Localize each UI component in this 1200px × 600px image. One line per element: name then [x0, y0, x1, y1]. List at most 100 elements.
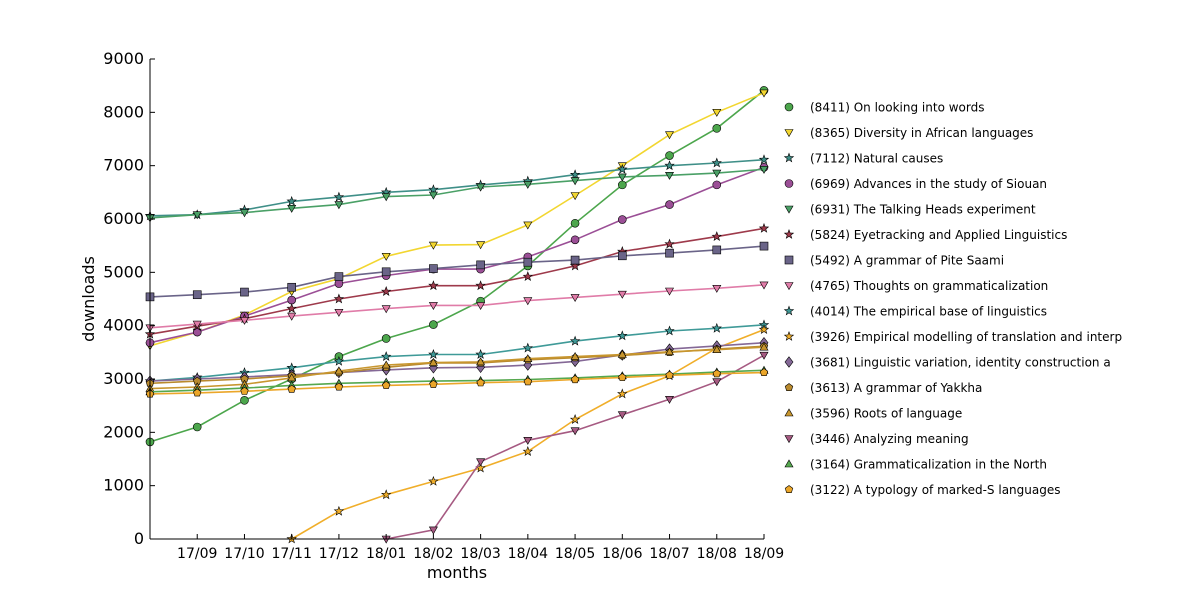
legend: (8411) On looking into words (8365) Diver… — [783, 101, 1122, 497]
data-point — [334, 272, 344, 281]
legend-label: (6931) The Talking Heads experiment — [810, 203, 1036, 217]
data-point — [287, 312, 297, 321]
data-point — [665, 370, 674, 379]
data-point — [333, 355, 345, 366]
data-point — [758, 222, 770, 233]
data-point — [522, 446, 534, 456]
data-point — [428, 357, 438, 366]
legend-label: (3122) A typology of marked-S languages — [810, 483, 1060, 497]
data-point — [523, 354, 533, 363]
axes: 0 1000 2000 3000 4000 5000 6000 7000 8000 9000 17/… — [103, 49, 784, 562]
data-point — [570, 255, 580, 265]
data-point — [759, 342, 769, 351]
data-point — [759, 281, 769, 290]
legend-label: (7112) Natural causes — [810, 152, 943, 166]
data-point — [664, 347, 675, 356]
data-point — [381, 267, 391, 277]
legend-marker — [783, 331, 795, 341]
data-point — [523, 377, 533, 386]
data-point — [333, 191, 345, 202]
series-line — [149, 324, 765, 382]
data-point — [523, 181, 533, 189]
legend-label: (3596) Roots of language — [810, 407, 962, 421]
data-point — [476, 378, 485, 387]
x-tick-label: 18/05 — [555, 546, 595, 562]
data-point — [569, 335, 581, 346]
legend-item: (3926) Empirical modelling of translatio… — [783, 330, 1122, 344]
data-point — [664, 131, 675, 140]
data-point — [193, 388, 202, 397]
data-point — [192, 290, 202, 300]
data-point — [570, 427, 580, 436]
legend-label: (8365) Diversity in African languages — [810, 126, 1033, 140]
data-point — [192, 320, 202, 329]
series-line — [149, 346, 765, 390]
data-point — [428, 526, 438, 535]
data-point — [476, 357, 486, 366]
y-tick-label: 3000 — [103, 369, 144, 388]
x-tick-label: 17/10 — [224, 546, 264, 562]
data-point — [712, 369, 721, 378]
data-point — [381, 381, 391, 389]
data-point — [664, 238, 675, 249]
data-point — [380, 489, 392, 500]
legend-item: (4765) Thoughts on grammaticalization — [784, 279, 1048, 293]
data-point — [476, 183, 486, 192]
series-line — [149, 158, 765, 217]
data-point — [570, 177, 580, 186]
data-point — [192, 211, 202, 220]
data-point — [381, 305, 391, 314]
data-point — [712, 180, 722, 190]
data-point — [664, 172, 675, 180]
data-point — [617, 290, 627, 299]
legend-marker — [784, 383, 794, 392]
data-point — [428, 302, 438, 311]
data-point — [287, 384, 296, 393]
y-axis-title: downloads — [79, 256, 98, 342]
series-4 — [145, 166, 769, 223]
data-point — [570, 351, 580, 360]
legend-marker — [784, 408, 794, 417]
legend-marker — [784, 459, 794, 468]
legend-label: (5492) A grammar of Pite Saami — [810, 254, 1004, 268]
legend-marker — [784, 356, 794, 368]
legend-item: (6931) The Talking Heads experiment — [784, 203, 1036, 217]
data-point — [429, 379, 438, 388]
legend-item: (6969) Advances in the study of Siouan — [784, 177, 1047, 191]
data-point — [334, 308, 344, 317]
legend-item: (3122) A typology of marked-S languages — [784, 483, 1060, 497]
data-point — [617, 163, 628, 174]
x-tick-label: 18/06 — [602, 546, 642, 562]
x-tick-label: 18/03 — [460, 546, 500, 562]
legend-label: (4765) Thoughts on grammaticalization — [810, 279, 1048, 293]
plot-lines — [144, 86, 770, 544]
data-point — [664, 160, 675, 171]
legend-marker — [783, 305, 795, 316]
series-14 — [145, 365, 769, 396]
series-15 — [145, 368, 769, 398]
data-point — [429, 320, 438, 329]
data-point — [617, 173, 627, 182]
y-tick-label: 7000 — [103, 156, 144, 175]
data-point — [523, 221, 533, 230]
series-7 — [145, 281, 769, 333]
data-point — [711, 231, 722, 242]
data-point — [381, 253, 391, 261]
y-tick-label: 0 — [134, 529, 144, 548]
series-3 — [145, 163, 769, 348]
data-point — [712, 124, 722, 133]
series-line — [149, 245, 765, 298]
data-point — [428, 280, 439, 291]
data-point — [570, 375, 580, 384]
data-point — [381, 360, 391, 369]
legend-item: (4014) The empirical base of linguistics — [783, 305, 1047, 319]
data-point — [569, 260, 581, 271]
x-axis-title: months — [427, 563, 487, 582]
data-point — [333, 293, 345, 304]
data-point — [570, 294, 580, 303]
data-point — [428, 191, 438, 200]
legend-marker — [784, 179, 794, 188]
x-tick-label: 17/12 — [319, 546, 359, 562]
legend-marker — [783, 152, 795, 163]
